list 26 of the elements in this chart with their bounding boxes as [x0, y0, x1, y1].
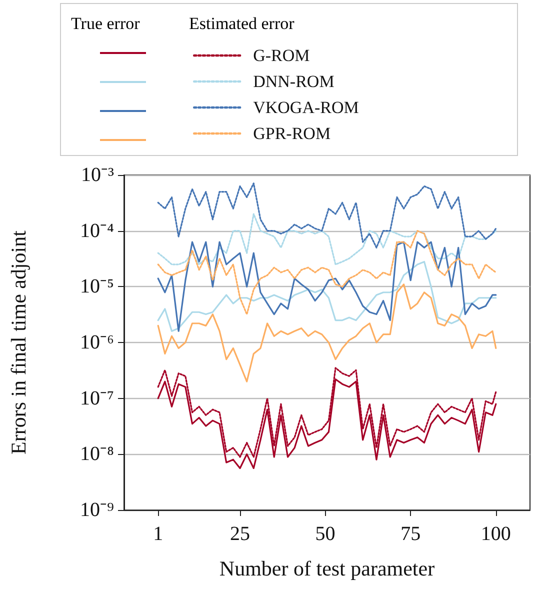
legend-label: G-ROM [253, 46, 310, 65]
y-tick-label: 10⁻³ [81, 164, 114, 186]
legend-label: VKOGA-ROM [253, 98, 359, 117]
y-tick-label: 10⁻⁹ [80, 499, 114, 521]
y-tick-label: 10⁻⁷ [80, 387, 114, 410]
line-series [157, 241, 497, 332]
y-tick-label: 10⁻⁵ [80, 276, 114, 298]
y-axis-title: Errors in final time adjoint [6, 230, 30, 454]
x-tick-label: 100 [480, 523, 511, 545]
line-series [157, 213, 497, 266]
y-tick-label: 10⁻⁴ [80, 220, 114, 242]
x-tick-label: 50 [315, 523, 336, 545]
legend-label: GPR-ROM [253, 124, 331, 143]
text: Estimated error [189, 14, 294, 34]
x-tick-label: 75 [400, 523, 421, 545]
legend-label: DNN-ROM [253, 72, 334, 91]
line-series [157, 260, 497, 332]
text: True error [71, 14, 140, 34]
y-tick-label: 10⁻⁸ [80, 443, 114, 466]
x-axis-title: Number of test parameter [219, 556, 435, 580]
line-series [157, 230, 497, 316]
x-tick-label: 25 [230, 523, 250, 545]
x-tick-label: 1 [153, 523, 164, 545]
line-series [157, 182, 497, 248]
y-tick-label: 10⁻⁶ [80, 332, 114, 354]
line-series [157, 284, 497, 382]
